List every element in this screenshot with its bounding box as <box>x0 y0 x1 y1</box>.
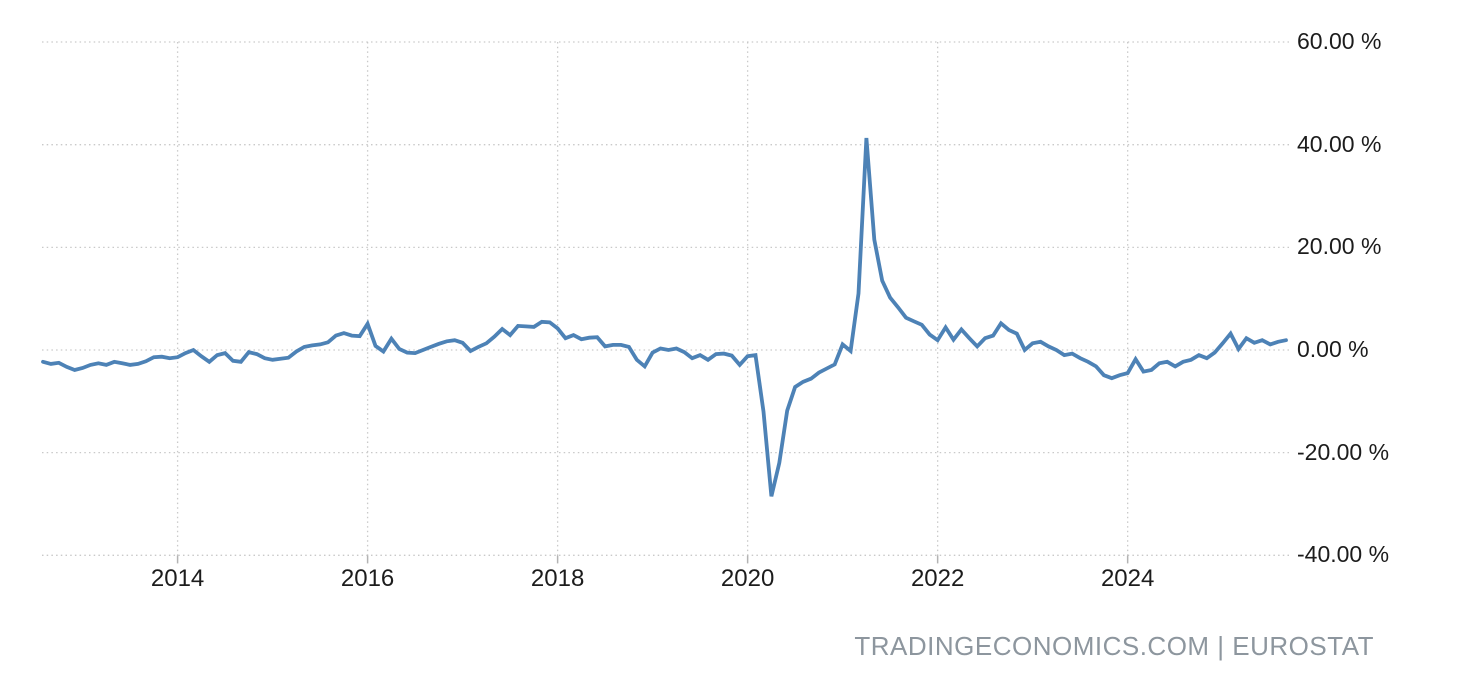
y-axis-label: 60.00 % <box>1297 28 1382 55</box>
y-axis-label: 20.00 % <box>1297 233 1382 260</box>
data-series-line <box>41 137 1288 497</box>
x-axis-label: 2020 <box>720 565 775 592</box>
watermark: TRADINGECONOMICS.COM | EUROSTAT <box>854 631 1374 662</box>
x-axis-label: 2018 <box>530 565 585 592</box>
y-axis-label: 0.00 % <box>1297 336 1369 362</box>
x-axis-label: 2024 <box>1100 565 1155 592</box>
watermark-source-text: TRADINGECONOMICS.COM | EUROSTAT <box>854 631 1374 661</box>
y-axis-label: -20.00 % <box>1297 438 1390 465</box>
x-axis-label: 2016 <box>340 565 395 592</box>
y-axis-label: 40.00 % <box>1297 130 1382 157</box>
x-axis-label: 2014 <box>150 565 205 592</box>
y-axis-label: -40.00 % <box>1297 541 1390 568</box>
x-axis-label: 2022 <box>910 565 965 592</box>
